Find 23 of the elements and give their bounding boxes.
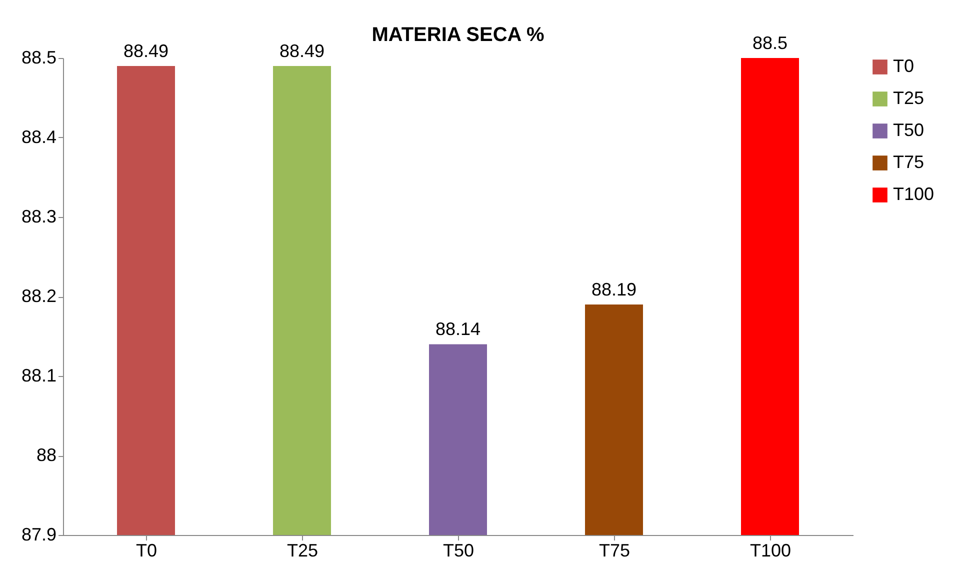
y-tick-label: 88.4 bbox=[21, 127, 56, 147]
data-label: 88.5 bbox=[752, 33, 788, 53]
x-tick-label: T50 bbox=[442, 540, 474, 560]
y-tick-label: 87.9 bbox=[21, 524, 56, 544]
data-label: 88.49 bbox=[279, 40, 325, 61]
legend-label: T50 bbox=[893, 120, 924, 140]
data-label: 88.14 bbox=[435, 319, 481, 340]
data-label: 88.19 bbox=[591, 279, 637, 300]
y-tick-label: 88.5 bbox=[21, 48, 56, 68]
y-tick-label: 88.1 bbox=[21, 366, 56, 386]
x-tick-label: T25 bbox=[286, 540, 318, 560]
legend-label: T0 bbox=[893, 56, 914, 76]
legend-label: T75 bbox=[893, 152, 924, 172]
y-tick-label: 88 bbox=[36, 445, 56, 465]
y-tick-label: 88.2 bbox=[21, 286, 56, 306]
legend-label: T100 bbox=[893, 184, 934, 204]
chart-title: MATERIA SECA % bbox=[372, 24, 545, 46]
y-tick-label: 88.3 bbox=[21, 206, 56, 226]
data-label: 88.49 bbox=[123, 40, 169, 61]
x-tick-label: T100 bbox=[750, 540, 792, 560]
legend-label: T25 bbox=[893, 88, 924, 108]
x-tick-label: T0 bbox=[136, 540, 158, 560]
x-tick-label: T75 bbox=[598, 540, 630, 560]
